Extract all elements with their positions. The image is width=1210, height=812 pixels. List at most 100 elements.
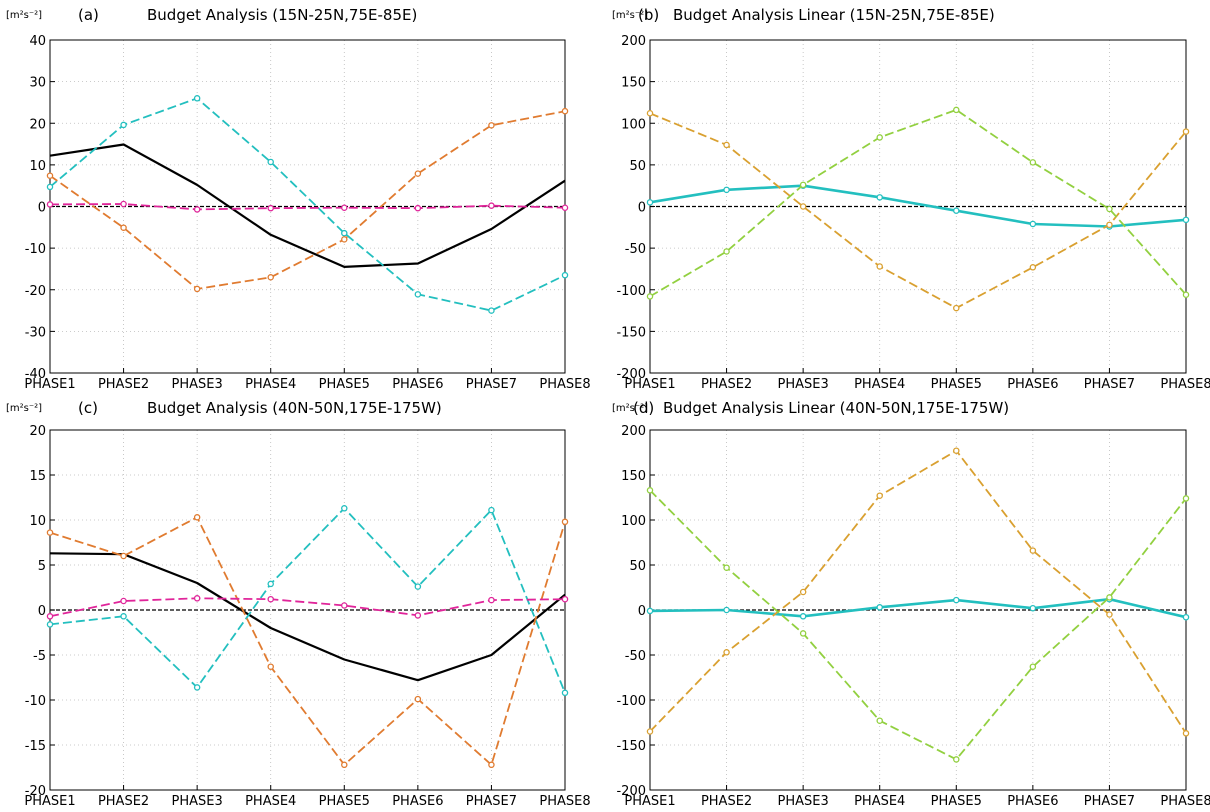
series-point-2: [561, 518, 569, 526]
x-tick-label: PHASE5: [319, 794, 370, 809]
series-line-1: [649, 112, 1187, 310]
panel-c: [m²s⁻²] (c) Budget Analysis (40N-50N,175…: [6, 399, 591, 809]
x-tick-label: PHASE5: [931, 794, 982, 809]
y-tick-label: -20: [25, 784, 46, 799]
series-point-0: [1182, 613, 1190, 621]
y-tick-label: 20: [29, 117, 46, 132]
y-tick-label: 100: [621, 117, 646, 132]
panel-label: (d): [633, 399, 654, 417]
series-point-3: [267, 204, 274, 212]
series-point-0: [1029, 604, 1037, 612]
x-tick-label: PHASE8: [1160, 794, 1210, 809]
chart-title: Budget Analysis Linear (40N-50N,175E-175…: [663, 399, 1009, 417]
series-point-1: [193, 684, 201, 691]
series-point-1: [341, 229, 348, 237]
series-point-2: [341, 761, 348, 769]
series-point-1: [1106, 611, 1113, 618]
series-point-1: [1182, 128, 1190, 135]
x-tick-label: PHASE8: [1160, 377, 1210, 392]
series-point-0: [646, 199, 654, 206]
series-point-3: [341, 204, 348, 211]
series-point-1: [723, 141, 730, 149]
x-tick-label: PHASE5: [319, 377, 370, 392]
x-tick-label: PHASE1: [24, 377, 75, 392]
y-tick-label: -150: [616, 739, 646, 754]
y-tick-label: 200: [621, 34, 646, 49]
x-tick-label: PHASE8: [539, 794, 590, 809]
x-tick-label: PHASE4: [245, 377, 296, 392]
chart-title: Budget Analysis Linear (15N-25N,75E-85E): [673, 6, 995, 24]
series-point-2: [646, 293, 654, 300]
series-line-2: [49, 516, 566, 766]
series-point-0: [953, 596, 960, 604]
y-tick-label: 5: [38, 559, 46, 574]
series-point-2: [267, 274, 274, 281]
x-tick-label: PHASE3: [172, 377, 223, 392]
y-tick-label: 0: [638, 201, 646, 216]
x-tick-label: PHASE2: [98, 794, 149, 809]
panel-a: [m²s⁻²] (a) Budget Analysis (15N-25N,75E…: [6, 6, 591, 392]
series-line-3: [49, 203, 566, 211]
y-tick-label: 0: [38, 201, 46, 216]
series-point-1: [341, 505, 348, 512]
x-tick-label: PHASE6: [1007, 794, 1058, 809]
y-tick-label: -40: [25, 367, 46, 382]
x-tick-label: PHASE7: [466, 377, 517, 392]
plot-frame: [49, 429, 566, 791]
series-point-2: [953, 106, 960, 114]
series-line-2: [49, 110, 566, 290]
series-point-1: [488, 506, 495, 514]
series-line-0: [49, 143, 566, 268]
series-point-2: [488, 122, 495, 129]
series-point-0: [646, 607, 654, 615]
x-tick-label: PHASE2: [701, 377, 752, 392]
y-tick-label: -200: [616, 367, 646, 382]
x-tick-label: PHASE8: [539, 377, 590, 392]
series-line-1: [649, 449, 1187, 734]
x-tick-label: PHASE6: [392, 377, 443, 392]
series-line-0: [649, 184, 1187, 228]
series-point-2: [1106, 594, 1113, 601]
y-tick-label: -50: [625, 649, 646, 664]
series-point-1: [46, 621, 54, 628]
series-point-2: [646, 487, 654, 494]
y-tick-label: -5: [33, 649, 46, 664]
y-tick-label: 100: [621, 514, 646, 529]
y-tick-label: -50: [625, 242, 646, 257]
series-point-3: [488, 202, 495, 209]
panel-b: [m²s⁻²] (b) Budget Analysis Linear (15N-…: [612, 6, 1210, 392]
series-point-1: [876, 492, 883, 499]
series-point-1: [646, 728, 654, 735]
series-line-0: [49, 552, 566, 682]
series-point-3: [561, 204, 569, 211]
y-tick-label: 20: [29, 424, 46, 439]
y-tick-label: -100: [616, 694, 646, 709]
series-line-0: [649, 597, 1187, 619]
x-tick-label: PHASE6: [392, 794, 443, 809]
series-point-2: [799, 181, 807, 189]
series-point-1: [120, 613, 127, 620]
series-point-1: [414, 583, 422, 590]
series-point-1: [561, 689, 569, 697]
series-point-2: [1029, 663, 1037, 670]
y-tick-label: 150: [621, 469, 646, 484]
x-tick-label: PHASE5: [931, 377, 982, 392]
x-tick-label: PHASE3: [778, 794, 829, 809]
series-point-1: [267, 580, 274, 588]
x-tick-label: PHASE1: [624, 377, 675, 392]
series-point-1: [646, 110, 654, 117]
y-tick-label: -10: [25, 694, 46, 709]
series-point-2: [561, 107, 569, 115]
series-point-2: [723, 564, 730, 571]
y-tick-label: 0: [638, 604, 646, 619]
series-point-1: [561, 271, 569, 279]
series-point-1: [267, 158, 274, 166]
unit-label: [m²s⁻²]: [6, 10, 42, 21]
chart-title: Budget Analysis (40N-50N,175E-175W): [147, 399, 442, 417]
series-point-1: [953, 447, 960, 454]
series-point-1: [414, 291, 422, 298]
series-line-2: [649, 109, 1187, 298]
series-point-0: [723, 606, 730, 614]
panel-label: (b): [638, 6, 659, 24]
panel-label: (c): [78, 399, 98, 417]
